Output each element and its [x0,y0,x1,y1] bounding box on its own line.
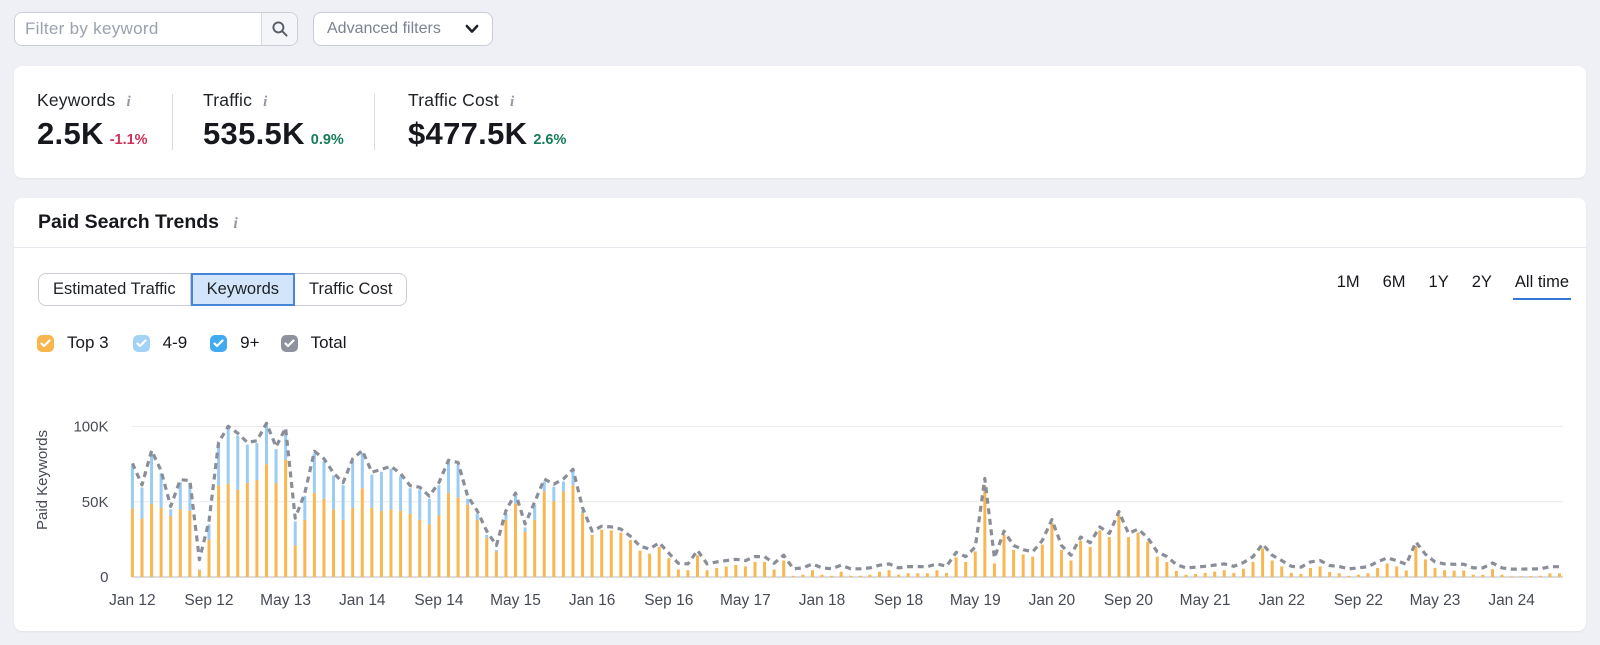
svg-text:May 23: May 23 [1410,592,1461,609]
svg-text:Jan 16: Jan 16 [569,592,616,609]
svg-text:May 21: May 21 [1180,592,1231,609]
svg-text:May 15: May 15 [490,592,541,609]
svg-text:May 13: May 13 [260,592,311,609]
svg-text:Sep 18: Sep 18 [874,592,923,609]
svg-text:Sep 16: Sep 16 [644,592,693,609]
svg-text:Jan 24: Jan 24 [1488,592,1535,609]
svg-text:Sep 12: Sep 12 [184,592,233,609]
svg-text:Jan 12: Jan 12 [109,592,156,609]
svg-text:0: 0 [100,569,108,586]
svg-text:50K: 50K [82,494,109,511]
svg-text:100K: 100K [73,419,108,436]
svg-text:Jan 18: Jan 18 [799,592,846,609]
svg-text:May 17: May 17 [720,592,771,609]
svg-text:Jan 22: Jan 22 [1259,592,1306,609]
svg-text:Jan 14: Jan 14 [339,592,386,609]
svg-text:Jan 20: Jan 20 [1029,592,1076,609]
svg-text:Sep 22: Sep 22 [1334,592,1383,609]
svg-text:Sep 14: Sep 14 [414,592,464,609]
svg-text:Paid Keywords: Paid Keywords [34,430,51,530]
svg-text:Sep 20: Sep 20 [1104,592,1154,609]
svg-text:May 19: May 19 [950,592,1001,609]
